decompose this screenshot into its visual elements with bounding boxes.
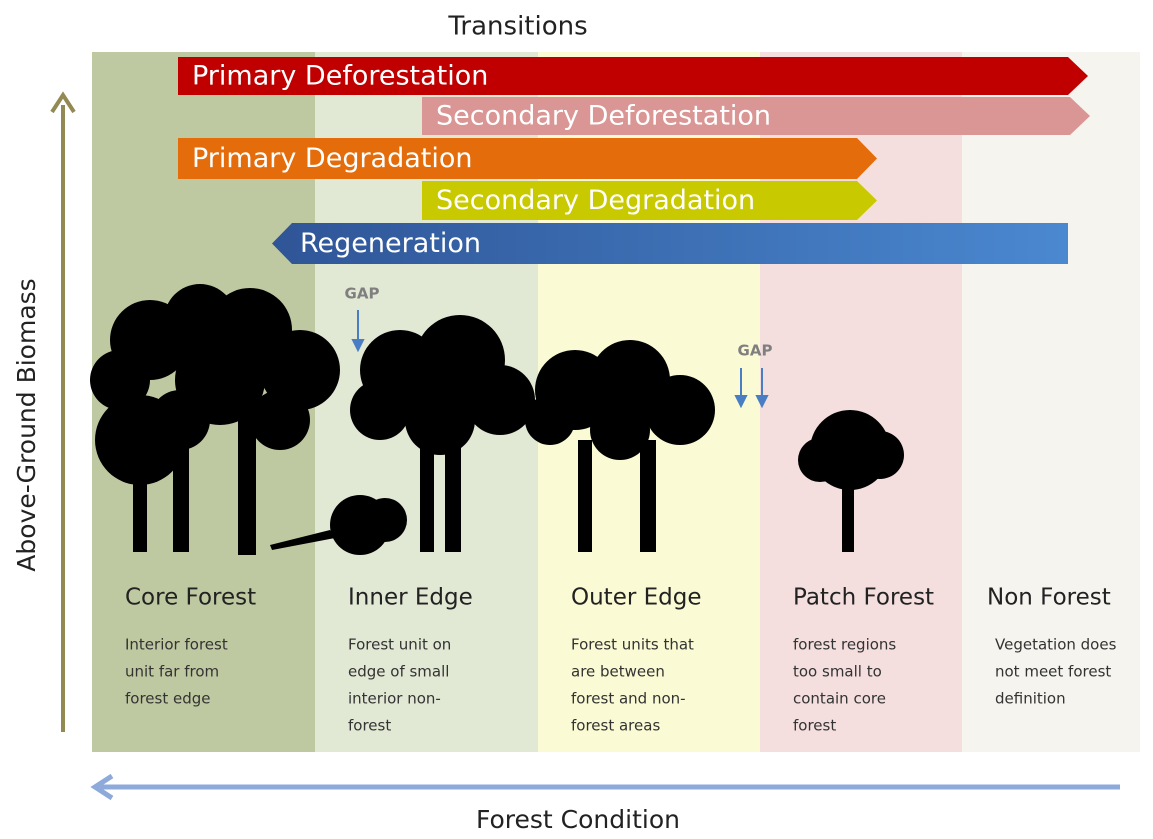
transition-arrow xyxy=(272,223,1068,264)
tree-inner xyxy=(270,315,535,555)
zone-name: Core Forest xyxy=(125,585,256,611)
zone-description: Forest unit on xyxy=(348,636,451,654)
transitions: Primary Deforestation Secondary Deforesta… xyxy=(178,57,1090,264)
gap-label: GAP xyxy=(345,285,380,303)
y-axis-arrow xyxy=(50,91,76,732)
y-axis-label: Above-Ground Biomass xyxy=(12,278,41,571)
zone-description: forest areas xyxy=(571,717,660,735)
tree-outer xyxy=(525,340,715,552)
tree-patch xyxy=(798,410,904,552)
zone-description: definition xyxy=(995,690,1066,708)
zone-description: unit far from xyxy=(125,663,219,681)
zone-description: forest regions xyxy=(793,636,896,654)
zone-description: Forest units that xyxy=(571,636,694,654)
transition-label: Primary Degradation xyxy=(192,143,473,174)
zone-name: Outer Edge xyxy=(571,585,702,611)
zone-description: contain core xyxy=(793,690,886,708)
transition-arrow xyxy=(178,138,877,179)
zone-description: interior non- xyxy=(348,690,441,708)
zone-description: are between xyxy=(571,663,665,681)
title: Transitions xyxy=(447,12,587,42)
transition-arrow xyxy=(422,181,877,220)
zone-description: Interior forest xyxy=(125,636,228,654)
zone-name: Non Forest xyxy=(987,585,1111,611)
zone-description: forest edge xyxy=(125,690,211,708)
zone-description: too small to xyxy=(793,663,882,681)
trees xyxy=(90,284,904,555)
gap-arrows xyxy=(351,310,769,409)
transition-arrow xyxy=(422,97,1090,135)
transition-arrow xyxy=(178,57,1088,95)
zone-description: forest xyxy=(348,717,391,735)
gap-label: GAP xyxy=(738,342,773,360)
zone-band xyxy=(962,52,1140,752)
transition-label: Secondary Deforestation xyxy=(436,101,771,132)
transition-label: Primary Deforestation xyxy=(192,61,488,92)
x-axis-arrow xyxy=(90,773,1120,801)
transition-label: Regeneration xyxy=(300,228,481,259)
zone-name: Inner Edge xyxy=(348,585,473,611)
zone-description: Vegetation does xyxy=(995,636,1117,654)
zone-description: not meet forest xyxy=(995,663,1111,681)
zone-name: Patch Forest xyxy=(793,585,934,611)
transition-label: Secondary Degradation xyxy=(436,185,755,216)
zone-description: edge of small xyxy=(348,663,449,681)
zone-description: forest xyxy=(793,717,836,735)
x-axis-label: Forest Condition xyxy=(476,805,680,834)
zone-description: forest and non- xyxy=(571,690,686,708)
tree-core xyxy=(90,284,340,555)
